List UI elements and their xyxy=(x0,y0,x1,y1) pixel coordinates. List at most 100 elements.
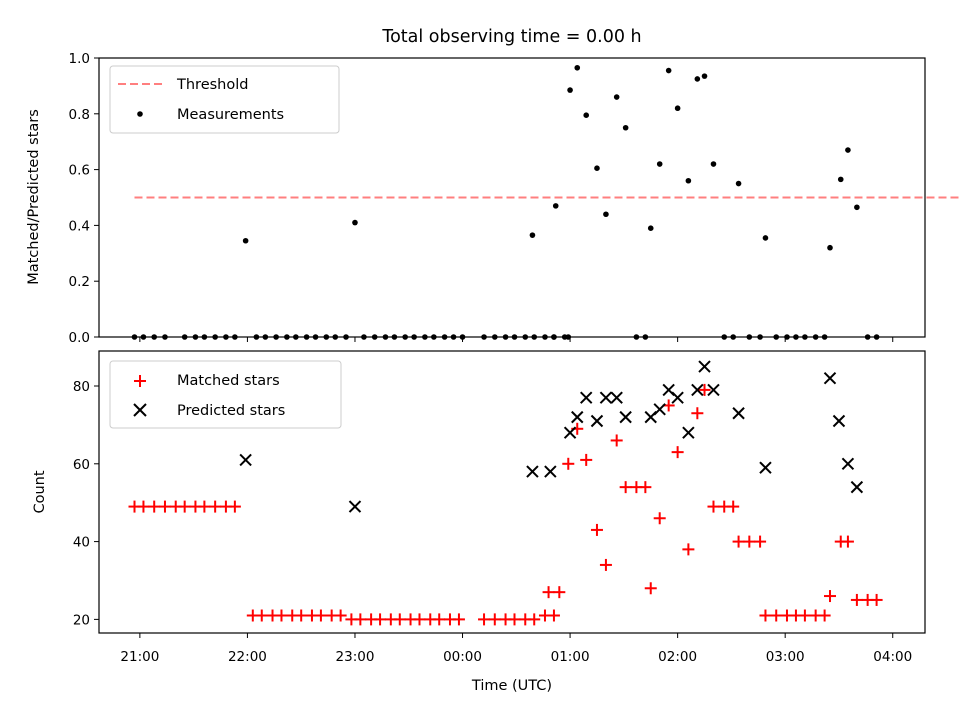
matched-star-point xyxy=(137,500,150,513)
predicted-star-point xyxy=(823,372,837,385)
top-y-tick-label: 0.0 xyxy=(69,330,90,346)
matched-star-point xyxy=(393,613,406,626)
matched-star-point xyxy=(707,500,720,513)
bottom-y-axis-label: Count xyxy=(32,470,48,513)
legend-matched-swatch xyxy=(134,375,146,387)
predicted-star-point xyxy=(544,465,557,478)
matched-star-point xyxy=(727,500,740,513)
measurement-point xyxy=(574,64,581,71)
measurement-point xyxy=(529,232,536,238)
predicted-star-point xyxy=(850,480,864,494)
bottom-plot-frame xyxy=(98,350,926,634)
matched-star-point xyxy=(198,500,211,513)
matched-star-point xyxy=(610,434,623,447)
matched-star-point xyxy=(639,481,652,494)
matched-star-point xyxy=(599,558,612,571)
matched-star-point xyxy=(850,593,863,606)
measurement-point xyxy=(854,204,860,211)
top-y-axis-label: Matched/Predicted stars xyxy=(26,109,42,285)
bottom-marks xyxy=(128,360,883,626)
matched-star-point xyxy=(295,609,308,622)
matched-star-point xyxy=(528,613,541,626)
legend-predicted-swatch xyxy=(133,403,147,417)
matched-star-point xyxy=(743,535,756,548)
predicted-star-point xyxy=(580,391,593,404)
top-y-ticks: 0.0 0.2 0.4 0.6 0.8 1.0 xyxy=(69,51,99,346)
measurement-point xyxy=(845,147,851,153)
measurement-point xyxy=(762,235,769,241)
legend-threshold-label: Threshold xyxy=(176,77,248,93)
bottom-y-tick-label: 80 xyxy=(73,379,90,395)
measurement-point xyxy=(603,211,609,218)
chart-title: Total observing time = 0.00 h xyxy=(381,27,641,47)
top-legend-box xyxy=(109,65,340,134)
matched-star-point xyxy=(698,383,711,396)
legend-measurement-swatch xyxy=(137,111,143,117)
predicted-star-point xyxy=(239,453,252,467)
matched-star-point xyxy=(682,543,695,556)
matched-star-point xyxy=(488,613,501,626)
top-legend: Threshold Measurements xyxy=(109,65,340,134)
measurement-point xyxy=(710,161,717,167)
top-y-tick-label: 0.2 xyxy=(69,274,90,290)
matched-star-point xyxy=(547,609,560,622)
bottom-y-tick-label: 40 xyxy=(73,535,90,551)
measurement-point xyxy=(701,73,708,79)
matched-star-point xyxy=(178,500,191,513)
matched-star-point xyxy=(553,586,566,599)
bottom-x-tick-label: 03:00 xyxy=(766,649,805,665)
predicted-star-point xyxy=(526,465,539,478)
matched-star-point xyxy=(413,613,426,626)
bottom-x-tick-label: 22:00 xyxy=(228,649,267,665)
matched-star-point xyxy=(542,586,555,599)
predicted-star-point xyxy=(682,426,695,439)
measurement-point xyxy=(622,124,629,131)
measurement-point xyxy=(567,87,573,93)
predicted-star-point xyxy=(759,461,772,474)
matched-star-point xyxy=(508,613,521,626)
measurement-point xyxy=(647,225,654,231)
bottom-y-tick-label: 60 xyxy=(73,457,90,473)
matched-star-point xyxy=(818,609,831,622)
top-y-tick-label: 0.6 xyxy=(69,163,90,179)
predicted-star-point xyxy=(653,403,666,416)
matched-star-point xyxy=(374,613,387,626)
legend-measurement-label: Measurements xyxy=(177,107,284,123)
matched-star-point xyxy=(275,609,288,622)
matched-star-point xyxy=(732,535,745,548)
matched-star-point xyxy=(841,535,854,548)
matched-star-point xyxy=(754,535,767,548)
measurement-point xyxy=(827,244,833,251)
matched-star-point xyxy=(870,593,883,606)
top-y-tick-label: 1.0 xyxy=(69,51,90,67)
bottom-y-ticks: 20 40 60 80 xyxy=(73,379,99,628)
matched-star-point xyxy=(619,481,632,494)
top-x-ticks xyxy=(139,337,894,342)
matched-star-point xyxy=(759,609,772,622)
top-y-tick-label: 0.8 xyxy=(69,107,90,123)
predicted-star-point xyxy=(610,391,623,404)
matched-star-point xyxy=(590,523,603,536)
top-y-tick-label: 0.4 xyxy=(69,218,90,234)
measurement-point xyxy=(685,177,692,184)
matched-star-point xyxy=(334,609,347,622)
matched-star-point xyxy=(314,609,327,622)
measurement-point xyxy=(613,94,620,100)
bottom-x-tick-label: 01:00 xyxy=(551,649,590,665)
measurement-point xyxy=(837,176,844,183)
predicted-star-point xyxy=(619,410,632,424)
measurement-point xyxy=(583,112,590,118)
bottom-legend: Matched stars Predicted stars xyxy=(109,360,342,429)
bottom-x-tick-label: 04:00 xyxy=(873,649,912,665)
matched-star-point xyxy=(644,582,657,595)
matched-star-point xyxy=(433,613,446,626)
matched-star-point xyxy=(562,457,575,470)
matched-star-point xyxy=(478,613,491,626)
measurement-point xyxy=(594,165,600,172)
matched-star-point xyxy=(671,446,684,459)
bottom-x-tick-label: 00:00 xyxy=(443,649,482,665)
matched-star-point xyxy=(653,512,666,525)
measurement-point xyxy=(735,180,742,187)
bottom-x-tick-label: 02:00 xyxy=(658,649,697,665)
